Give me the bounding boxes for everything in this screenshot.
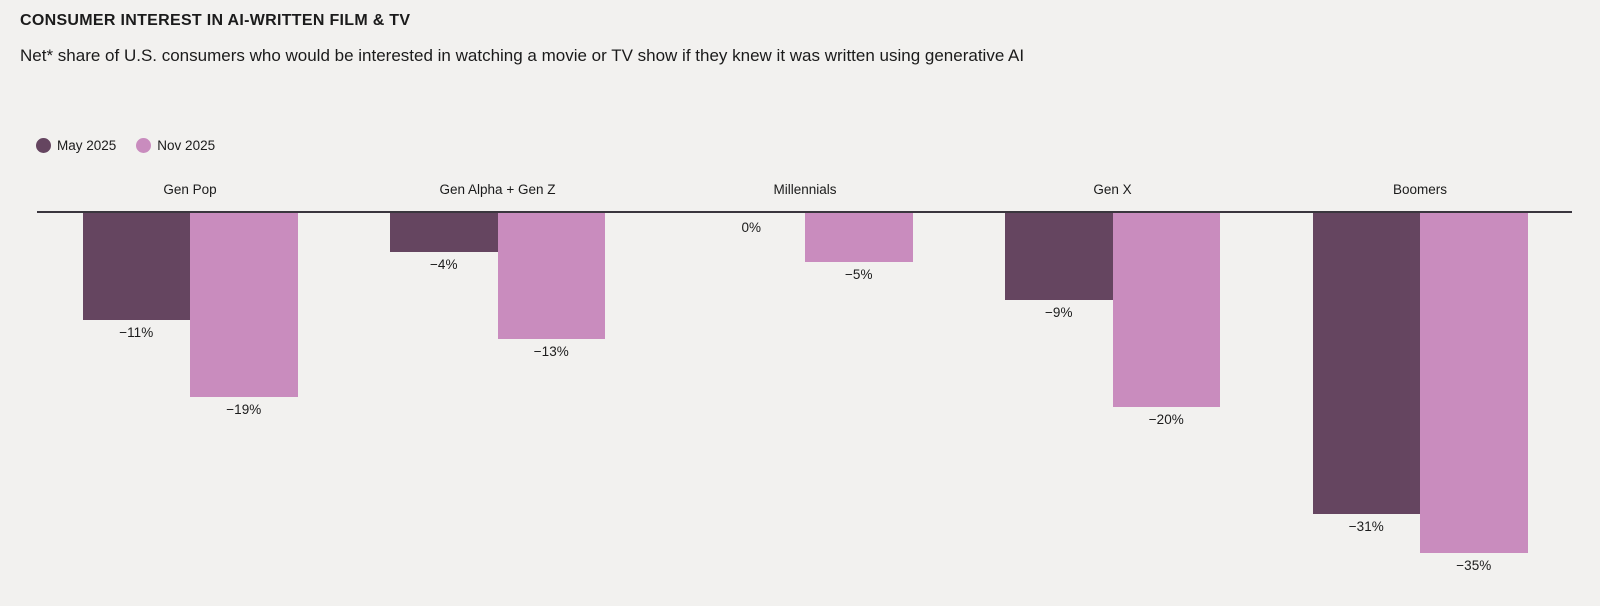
bar-nov-2025-millennials xyxy=(805,213,913,262)
legend-item-may-2025: May 2025 xyxy=(36,138,116,153)
bar-may-2025-gen-alpha-gen-z xyxy=(390,213,498,252)
value-label-may-2025-gen-x: −9% xyxy=(1045,305,1073,320)
legend-label-nov-2025: Nov 2025 xyxy=(157,138,216,153)
category-label-gen-x: Gen X xyxy=(1093,182,1132,197)
value-label-may-2025-boomers: −31% xyxy=(1348,519,1384,534)
bar-may-2025-boomers xyxy=(1312,213,1420,514)
value-label-nov-2025-gen-x: −20% xyxy=(1148,412,1184,427)
category-label-gen-pop: Gen Pop xyxy=(163,182,217,197)
bar-nov-2025-gen-alpha-gen-z xyxy=(497,213,605,339)
bar-may-2025-gen-pop xyxy=(82,213,190,320)
legend-dot-icon-nov-2025 xyxy=(136,138,152,153)
bar-may-2025-gen-x xyxy=(1005,213,1113,300)
bar-nov-2025-gen-pop xyxy=(190,213,298,397)
x-axis-baseline xyxy=(37,211,1572,213)
legend-label-may-2025: May 2025 xyxy=(57,138,117,153)
bar-nov-2025-gen-x xyxy=(1112,213,1220,407)
chart-subtitle: Net* share of U.S. consumers who would b… xyxy=(20,46,1025,65)
value-label-may-2025-gen-pop: −11% xyxy=(119,325,154,340)
category-label-millennials: Millennials xyxy=(773,182,837,197)
chart-title: CONSUMER INTEREST IN AI-WRITTEN FILM & T… xyxy=(20,12,411,29)
value-label-nov-2025-gen-pop: −19% xyxy=(226,402,262,417)
legend-dot-icon-may-2025 xyxy=(36,138,51,153)
value-label-may-2025-gen-alpha-gen-z: −4% xyxy=(430,257,458,272)
value-label-nov-2025-millennials: −5% xyxy=(845,267,873,282)
value-label-nov-2025-gen-alpha-gen-z: −13% xyxy=(533,344,569,359)
legend: May 2025 Nov 2025 xyxy=(36,138,215,153)
value-label-nov-2025-boomers: −35% xyxy=(1456,558,1492,573)
category-label-boomers: Boomers xyxy=(1392,182,1448,197)
legend-item-nov-2025: Nov 2025 xyxy=(136,138,215,153)
category-label-gen-alpha-gen-z: Gen Alpha + Gen Z xyxy=(439,182,556,197)
value-label-may-2025-millennials: 0% xyxy=(741,220,761,235)
bar-nov-2025-boomers xyxy=(1420,213,1528,553)
